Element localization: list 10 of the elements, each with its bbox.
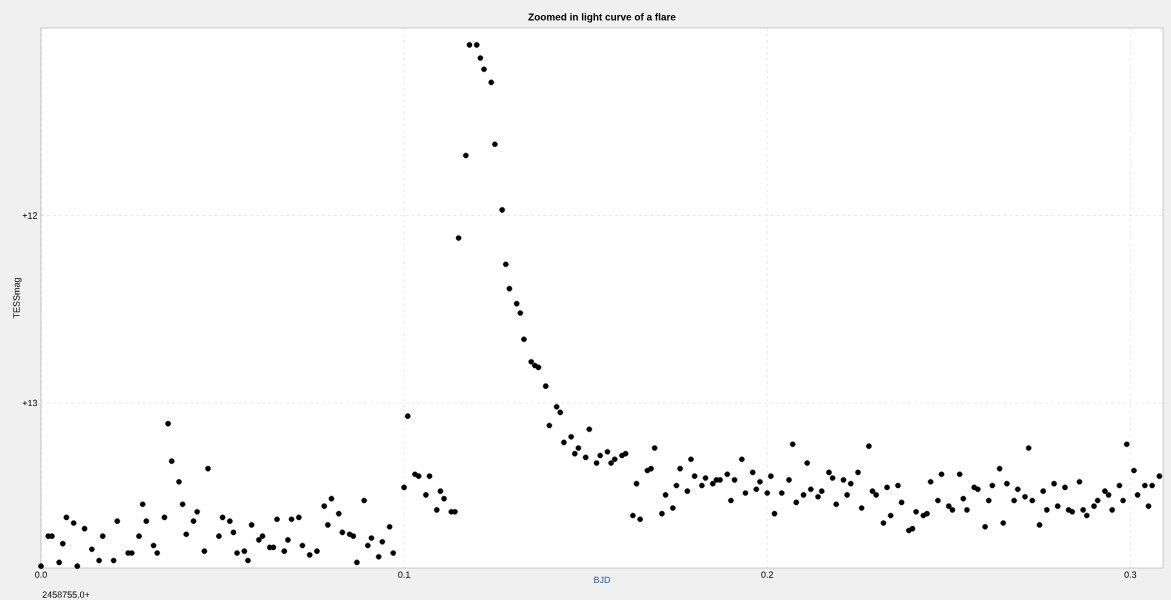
x-tick-label: 0.0 [35, 571, 47, 578]
x-tick-label: 0.1 [398, 571, 410, 578]
chart-title: Zoomed in light curve of a flare [528, 13, 676, 23]
y-axis-title: TESSmag [13, 278, 22, 319]
x-tick-label: 0.3 [1124, 571, 1137, 578]
x-tick-label: 0.2 [761, 571, 774, 578]
text: 2458755.0+ [42, 591, 90, 598]
y-tick-label: +12 [22, 212, 38, 219]
y-tick-label: +13 [22, 399, 38, 407]
x-axis-title: BJD [594, 576, 611, 583]
